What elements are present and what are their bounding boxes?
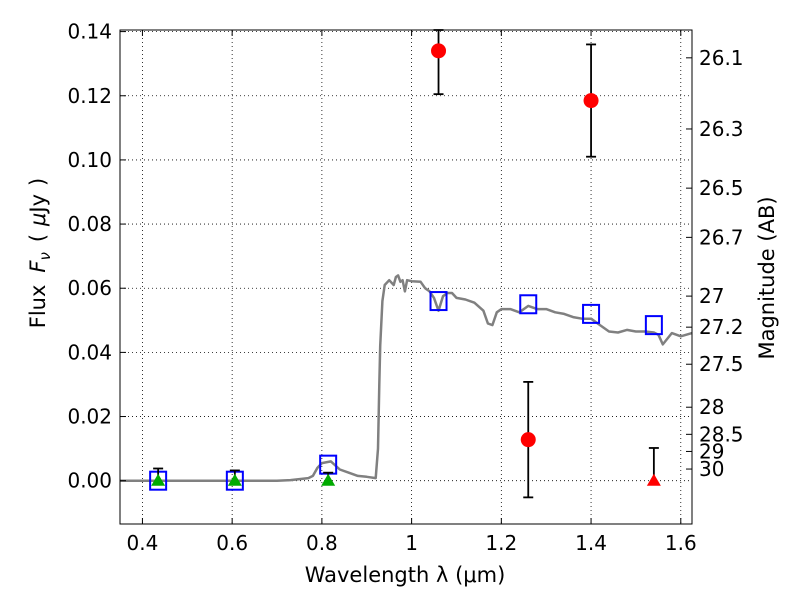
y-tick-label: 0.12 <box>67 84 112 108</box>
y-tick-label: 0.14 <box>67 20 112 44</box>
upper-limit-triangle <box>321 473 336 486</box>
x-tick-label: 1.6 <box>665 531 697 555</box>
mag-tick-label: 27.5 <box>699 352 744 376</box>
plot-frame <box>119 29 693 525</box>
y-axis-label-prefix: Flux <box>26 285 50 329</box>
y-tick-label: 0.02 <box>67 405 112 429</box>
mag-tick-label: 29 <box>699 439 724 463</box>
mag-tick-label: 28 <box>699 395 724 419</box>
mag-tick-label: 26.3 <box>699 117 744 141</box>
x-tick-label: 1 <box>405 531 418 555</box>
y2-axis-label: Magnitude (AB) <box>755 196 779 359</box>
upper-limit-triangle <box>227 473 242 486</box>
y-axis-label-paren-close: ) <box>26 178 50 186</box>
detection-point <box>431 43 447 59</box>
y-axis-label: Flux Fν ( μJy) <box>26 178 54 329</box>
model-photometry-square <box>582 303 601 324</box>
model-photometry-square <box>429 291 448 312</box>
mag-tick-label: 27 <box>699 284 724 308</box>
ticks-layer: 0.4 0.6 0.8 1 1.2 1.4 1.6 0.00 0.02 0.04 0.06 0.08 0… <box>67 20 743 555</box>
series-layer <box>120 29 693 499</box>
model-photometry-square <box>519 294 538 315</box>
y-axis-label-unit-mu: μ <box>26 213 50 227</box>
x-tick-label: 1.2 <box>485 531 517 555</box>
y-tick-label: 0.04 <box>67 340 112 364</box>
mag-tick-label: 26.5 <box>699 176 744 200</box>
x-axis-label: Wavelength λ (μm) <box>305 563 506 587</box>
y-axis-label-symbol: F <box>26 260 50 273</box>
plot-area <box>120 30 692 524</box>
mag-tick-label: 26.1 <box>699 46 744 70</box>
y-axis-label-unit: Jy <box>26 194 50 215</box>
mag-tick-label: 27.2 <box>699 315 744 339</box>
upper-limit-triangle <box>646 473 661 486</box>
mag-tick-label: 26.7 <box>699 225 744 249</box>
x-tick-label: 0.8 <box>306 531 338 555</box>
y-tick-label: 0.06 <box>67 276 112 300</box>
detection-point <box>520 432 536 448</box>
y-axis-label-paren-open: ( <box>26 234 50 242</box>
mag-tick-label: 30 <box>699 457 724 481</box>
y-axis-label-subscript: ν <box>36 252 54 260</box>
y-tick-label: 0.08 <box>67 212 112 236</box>
mag-tick-label: 28.5 <box>699 422 744 446</box>
y-tick-label: 0.00 <box>67 469 112 493</box>
y-tick-label: 0.10 <box>67 148 112 172</box>
x-tick-label: 1.4 <box>575 531 607 555</box>
model-photometry-square <box>644 315 663 336</box>
x-tick-label: 0.4 <box>127 531 159 555</box>
detection-point <box>583 93 599 109</box>
upper-limit-triangle <box>151 473 166 486</box>
x-tick-label: 0.6 <box>216 531 248 555</box>
